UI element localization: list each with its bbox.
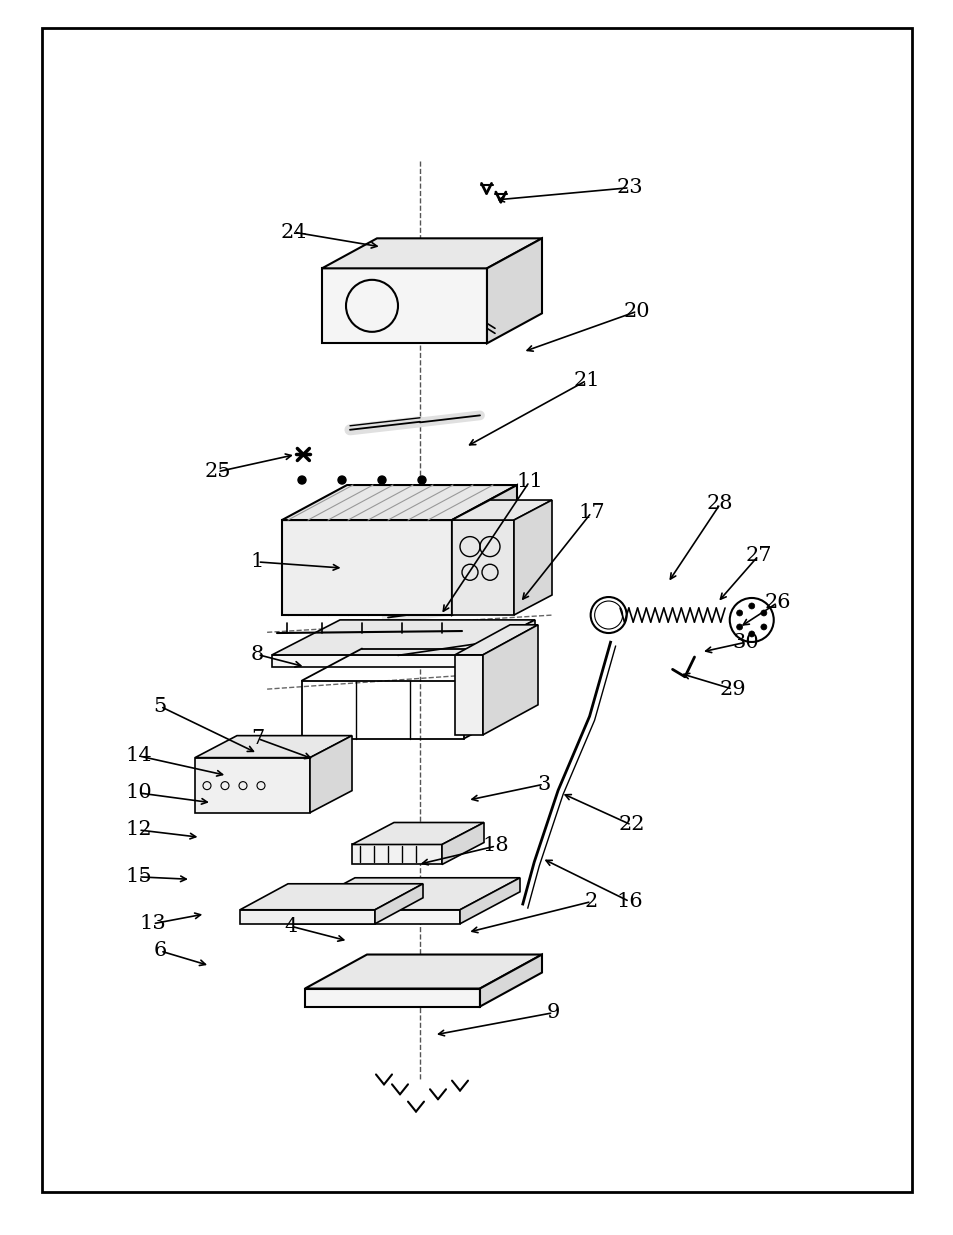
- Polygon shape: [486, 238, 541, 343]
- Text: 30: 30: [732, 632, 759, 652]
- Polygon shape: [310, 736, 352, 813]
- Text: 27: 27: [744, 546, 771, 566]
- Polygon shape: [322, 238, 541, 268]
- Text: 10: 10: [125, 783, 152, 803]
- Polygon shape: [514, 500, 552, 615]
- Text: 29: 29: [719, 679, 745, 699]
- Polygon shape: [294, 910, 459, 924]
- Polygon shape: [452, 500, 552, 520]
- Text: 7: 7: [251, 729, 264, 748]
- Polygon shape: [452, 520, 514, 615]
- Polygon shape: [305, 988, 479, 1007]
- Text: 20: 20: [623, 301, 650, 321]
- Polygon shape: [294, 878, 519, 910]
- Circle shape: [337, 475, 346, 484]
- Text: 5: 5: [153, 697, 167, 716]
- Text: 17: 17: [578, 503, 604, 522]
- Text: 8: 8: [251, 645, 264, 664]
- Circle shape: [297, 475, 306, 484]
- Polygon shape: [282, 485, 517, 520]
- Polygon shape: [352, 823, 483, 845]
- Text: 4: 4: [284, 916, 297, 936]
- Circle shape: [748, 631, 754, 637]
- Text: 22: 22: [618, 815, 644, 835]
- Text: 9: 9: [546, 1003, 559, 1023]
- Circle shape: [736, 610, 741, 616]
- Circle shape: [760, 624, 766, 630]
- Text: 15: 15: [125, 867, 152, 887]
- Polygon shape: [240, 884, 422, 910]
- Polygon shape: [467, 620, 535, 667]
- Polygon shape: [375, 884, 422, 924]
- Text: 24: 24: [280, 222, 307, 242]
- Text: 21: 21: [573, 370, 599, 390]
- Text: 28: 28: [706, 494, 733, 514]
- Polygon shape: [194, 757, 310, 813]
- Text: 26: 26: [763, 593, 790, 613]
- Text: 2: 2: [584, 892, 598, 911]
- Polygon shape: [272, 655, 467, 667]
- Circle shape: [748, 603, 754, 609]
- Polygon shape: [452, 485, 517, 615]
- Text: 23: 23: [616, 178, 642, 198]
- Polygon shape: [272, 620, 535, 655]
- Polygon shape: [305, 955, 541, 988]
- Polygon shape: [352, 845, 441, 864]
- Polygon shape: [455, 655, 482, 735]
- Polygon shape: [441, 823, 483, 864]
- Text: 18: 18: [482, 836, 509, 856]
- Text: 13: 13: [139, 914, 166, 934]
- Polygon shape: [240, 910, 375, 924]
- Circle shape: [736, 624, 741, 630]
- Polygon shape: [455, 625, 537, 655]
- Circle shape: [417, 475, 426, 484]
- Text: 25: 25: [204, 462, 231, 482]
- Text: 1: 1: [251, 552, 264, 572]
- Text: 3: 3: [537, 774, 550, 794]
- Text: 14: 14: [125, 746, 152, 766]
- Polygon shape: [459, 878, 519, 924]
- Circle shape: [377, 475, 386, 484]
- Text: 12: 12: [125, 820, 152, 840]
- Text: 6: 6: [153, 941, 167, 961]
- Text: 16: 16: [616, 892, 642, 911]
- Polygon shape: [322, 268, 486, 343]
- Text: 11: 11: [516, 472, 542, 492]
- Polygon shape: [479, 955, 541, 1007]
- Polygon shape: [482, 625, 537, 735]
- Circle shape: [760, 610, 766, 616]
- Polygon shape: [282, 520, 452, 615]
- Polygon shape: [194, 736, 352, 757]
